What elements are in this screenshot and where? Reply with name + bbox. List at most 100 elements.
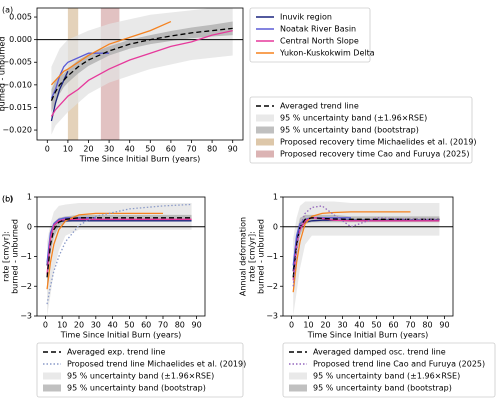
y-axis-label: Annual deformation [0,217,2,296]
legend-swatch [289,372,307,380]
trend-line [46,218,192,275]
x-tick-label: 60 [166,145,176,154]
axes-frame [36,7,244,141]
x-tick-label: 40 [125,145,135,154]
x-tick-label: 30 [104,145,114,154]
legend-label: Proposed recovery time Michaelides et al… [280,138,477,147]
y-tick-label: −0.005 [2,58,32,67]
x-tick-label: 50 [371,321,381,330]
x-tick-label: 30 [337,321,347,330]
legend-label: 95 % uncertainty band (±1.96×RSE) [313,372,460,381]
plot-area [283,201,453,316]
trend-line [292,211,411,293]
legend-box [249,96,473,164]
x-tick-label: 70 [186,145,196,154]
legend-label: Averaged trend line [280,102,359,111]
uncertainty-band [293,201,440,316]
y-axis-label: rate [cm/yr]: [2,231,11,282]
trend-line [50,20,172,86]
trend-line [50,71,69,122]
trend-line [46,217,96,263]
legend-swatch [43,372,61,380]
x-tick-label: 20 [83,145,93,154]
y-tick-label: −0.020 [2,126,32,135]
y-axis-label: burned - unburned [0,37,7,112]
x-tick-label: 90 [439,321,449,330]
legend-box [282,342,496,398]
legend-label: Noatak River Basin [280,25,356,34]
x-tick-label: 90 [192,321,202,330]
x-tick-label: 0 [43,321,48,330]
y-axis-label: Annual deformation [239,217,248,296]
legend-label: Proposed trend line Cao and Furuya (2025… [313,360,485,369]
x-tick-label: 10 [303,321,313,330]
x-tick-label: 20 [320,321,330,330]
legend-label: 95 % uncertainty band (±1.96×RSE) [67,372,214,381]
legend-label: 95 % uncertainty band (bootstrap) [67,384,206,393]
y-tick-label: 1 [27,193,32,202]
legend-label: 95 % uncertainty band (±1.96×RSE) [280,114,427,123]
x-tick-label: 10 [63,145,73,154]
trend-line [50,52,110,99]
legend-swatch [256,150,274,158]
y-tick-label: 0 [27,222,32,231]
panel-label: (b) [2,195,13,204]
legend-label: Central North Slope [280,37,359,46]
uncertainty-band [47,214,192,290]
x-tick-label: 70 [405,321,415,330]
y-tick-label: −2 [20,282,32,291]
y-axis-label: burned - unburned [11,219,20,294]
x-tick-label: 50 [145,145,155,154]
legend-box [36,342,244,398]
y-tick-label: −0.015 [2,103,32,112]
x-tick-label: 0 [289,321,294,330]
x-tick-label: 20 [74,321,84,330]
y-axis-label: rate [cm/yr]: [248,231,257,282]
x-tick-label: 90 [228,145,238,154]
legend-label: Yukon-Kuskokwim Delta [279,49,375,58]
y-tick-label: 1 [273,193,278,202]
trend-line [46,217,192,278]
panel-label: (a) [2,6,13,15]
trend-line [50,27,233,101]
y-tick-label: 0.000 [9,35,32,44]
legend-swatch [43,384,61,392]
trend-line [292,217,351,266]
x-tick-label: 40 [354,321,364,330]
x-tick-label: 80 [207,145,217,154]
trend-line [50,29,233,117]
x-tick-label: 40 [108,321,118,330]
legend-label: 95 % uncertainty band (bootstrap) [280,126,419,135]
panel-label: (c) [2,195,13,204]
trend-line [46,212,163,290]
y-tick-label: 0.005 [9,13,32,22]
y-tick-label: −1 [20,252,32,261]
x-tick-label: 0 [45,145,50,154]
legend-box [249,7,371,63]
legend-swatch [256,126,274,134]
x-tick-label: 60 [141,321,151,330]
x-tick-label: 70 [158,321,168,330]
x-axis-label: Time Since Initial Burn (years) [79,155,201,164]
trend-line [46,203,192,305]
legend-label: 95 % uncertainty band (bootstrap) [313,384,452,393]
y-tick-label: 0 [273,222,278,231]
y-tick-label: −3 [20,312,32,321]
x-tick-label: 30 [91,321,101,330]
y-tick-label: −1 [266,252,278,261]
x-tick-label: 50 [124,321,134,330]
x-tick-label: 80 [175,321,185,330]
plot-area [37,8,243,140]
uncertainty-band [47,202,192,316]
x-axis-label: Time Since Initial Burn (years) [307,331,429,340]
legend-label: Proposed recovery time Cao and Furuya (2… [280,150,469,159]
x-tick-label: 10 [57,321,67,330]
legend-label: Averaged damped osc. trend line [313,348,446,357]
legend-swatch [256,114,274,122]
x-axis-label: Time Since Initial Burn (years) [60,331,182,340]
legend-label: Averaged exp. trend line [67,348,166,357]
legend-label: Proposed trend line Michaelides et al. (… [67,360,246,369]
y-tick-label: −0.010 [2,80,32,89]
y-axis-label: burned - unburned [257,219,266,294]
